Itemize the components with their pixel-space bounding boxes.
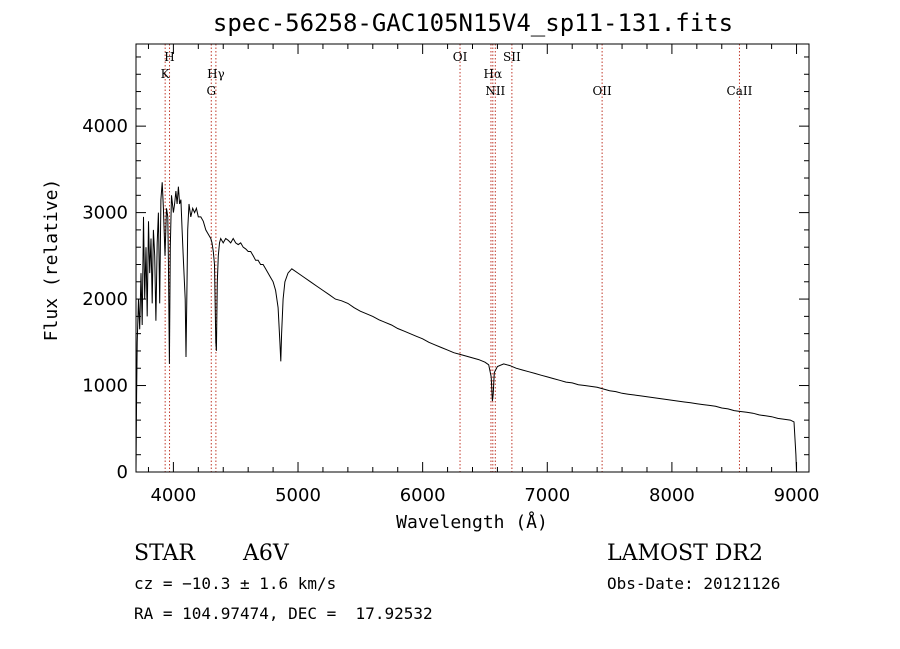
observation-date: Obs-Date: 20121126 bbox=[607, 574, 780, 593]
spectral-line-label: Hα bbox=[484, 67, 503, 81]
y-tick-label: 3000 bbox=[82, 203, 128, 224]
spectral-line-label: OI bbox=[453, 50, 468, 64]
x-tick-label: 9000 bbox=[774, 485, 820, 506]
x-tick-label: 5000 bbox=[275, 485, 321, 506]
y-tick-label: 0 bbox=[117, 462, 128, 483]
spectral-line-label: SII bbox=[503, 50, 521, 64]
y-tick-label: 2000 bbox=[82, 289, 128, 310]
x-tick-label: 6000 bbox=[400, 485, 446, 506]
spectral-line-label: Hγ bbox=[207, 67, 225, 81]
spectral-line-label: K bbox=[161, 67, 171, 81]
redshift-value: cz = −10.3 ± 1.6 km/s bbox=[134, 574, 336, 593]
spectral-line-label: CaII bbox=[727, 84, 753, 98]
y-tick-label: 1000 bbox=[82, 376, 128, 397]
spectral-line-markers: KH G Hγ OI Hα NII SII OII CaII bbox=[161, 44, 753, 472]
chart-title: spec-56258-GAC105N15V4_sp11-131.fits bbox=[213, 9, 733, 37]
x-tick-label: 7000 bbox=[524, 485, 570, 506]
x-axis: 4000 5000 6000 7000 8000 9000 bbox=[147, 44, 820, 506]
y-axis: 0 1000 2000 3000 4000 bbox=[82, 56, 809, 483]
spectral-line-label: OII bbox=[592, 84, 612, 98]
y-tick-label: 4000 bbox=[82, 116, 128, 137]
x-tick-label: 8000 bbox=[649, 485, 695, 506]
spectral-class: A6V bbox=[242, 541, 290, 566]
plot-frame bbox=[135, 43, 810, 473]
y-axis-label: Flux (relative) bbox=[41, 179, 62, 342]
x-tick-label: 4000 bbox=[150, 485, 196, 506]
spectral-line-label: NII bbox=[485, 84, 505, 98]
survey-name: LAMOST DR2 bbox=[607, 541, 763, 566]
object-type: STAR bbox=[134, 541, 196, 566]
x-axis-label: Wavelength (Å) bbox=[396, 511, 548, 533]
spectrum-series-line bbox=[135, 182, 797, 473]
spectral-line-label: G bbox=[206, 84, 216, 98]
coordinates: RA = 104.97474, DEC = 17.92532 bbox=[134, 604, 433, 623]
spectral-line-label: H bbox=[164, 50, 174, 64]
